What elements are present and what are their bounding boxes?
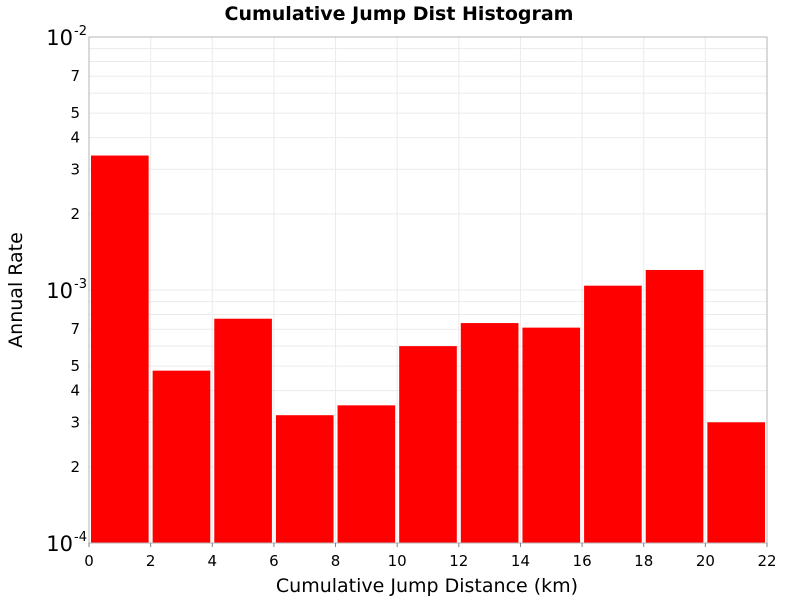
x-tick-label: 16 [573, 552, 592, 570]
y-minor-tick-label: 7 [70, 320, 80, 338]
y-decade-base: 10 [46, 279, 73, 303]
y-decade-tick-label: 10 -3 [46, 277, 87, 303]
y-minor-tick-label: 3 [70, 413, 80, 431]
x-axis-ticks: 0 2 4 6 8 10 12 14 16 18 20 22 [84, 543, 777, 570]
y-minor-tick-label: 2 [70, 205, 80, 223]
histogram-bar [399, 346, 457, 543]
x-tick-label: 12 [449, 552, 468, 570]
y-minor-tick-label: 5 [70, 104, 80, 122]
bars [91, 155, 765, 543]
histogram-bar [337, 405, 396, 543]
x-tick-label: 6 [269, 552, 279, 570]
x-axis-label: Cumulative Jump Distance (km) [276, 575, 578, 597]
y-decade-tick-label: 10 -4 [46, 530, 87, 556]
x-tick-label: 4 [207, 552, 217, 570]
y-decade-exponent: -2 [74, 24, 87, 39]
histogram-bar [214, 318, 272, 543]
x-tick-label: 18 [634, 552, 653, 570]
y-minor-tick-label: 7 [70, 67, 80, 85]
y-decade-exponent: -3 [74, 277, 87, 292]
y-decade-exponent: -4 [74, 530, 87, 545]
x-tick-label: 22 [757, 552, 776, 570]
y-axis-label: Annual Rate [5, 232, 27, 348]
x-tick-label: 14 [511, 552, 530, 570]
histogram-bar [460, 323, 519, 543]
histogram-bar [645, 269, 704, 543]
y-minor-tick-label: 5 [70, 357, 80, 375]
x-tick-label: 8 [331, 552, 341, 570]
chart-title: Cumulative Jump Dist Histogram [225, 3, 574, 25]
x-tick-label: 2 [146, 552, 156, 570]
histogram-bar [275, 415, 334, 543]
y-decade-base: 10 [46, 532, 73, 556]
histogram-bar [584, 285, 642, 543]
x-tick-label: 0 [84, 552, 94, 570]
y-minor-tick-label: 4 [70, 129, 80, 147]
y-decade-tick-label: 10 -2 [46, 24, 87, 50]
y-minor-tick-label: 3 [70, 160, 80, 178]
y-minor-tick-label: 4 [70, 382, 80, 400]
x-tick-label: 20 [696, 552, 715, 570]
histogram-bar [522, 327, 581, 543]
plot-area-border [88, 36, 768, 544]
y-decade-base: 10 [46, 26, 73, 50]
histogram-bar [152, 370, 211, 543]
x-tick-label: 10 [388, 552, 407, 570]
y-minor-tick-label: 2 [70, 458, 80, 476]
histogram-bar [91, 155, 149, 543]
histogram-bar [707, 422, 765, 543]
